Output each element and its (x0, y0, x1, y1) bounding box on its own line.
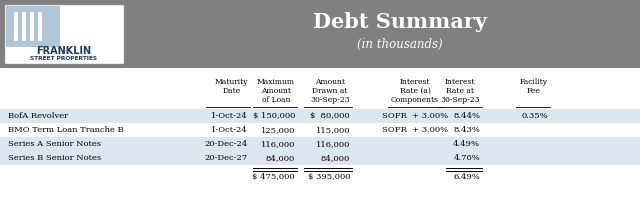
Bar (0, 0, 640, 68)
Text: 8.43%: 8.43% (453, 126, 480, 134)
Text: SOFR  + 3.00%: SOFR + 3.00% (382, 126, 448, 134)
Text: STREET PROPERTIES: STREET PROPERTIES (31, 56, 97, 61)
Text: 125,000: 125,000 (260, 126, 295, 134)
Bar (0, 137, 640, 151)
Text: 1-Oct-24: 1-Oct-24 (211, 112, 248, 120)
Bar (0, 151, 640, 165)
Text: $ 150,000: $ 150,000 (253, 112, 295, 120)
Bar (4, 4, 124, 64)
Text: 84,000: 84,000 (321, 154, 350, 162)
Text: 0.35%: 0.35% (522, 112, 548, 120)
Bar (30, 12, 34, 41)
Text: BMO Term Loan Tranche B: BMO Term Loan Tranche B (8, 126, 124, 134)
Text: Series A Senior Notes: Series A Senior Notes (8, 140, 101, 148)
Text: 115,000: 115,000 (316, 126, 350, 134)
Text: 116,000: 116,000 (316, 140, 350, 148)
Text: 20-Dec-27: 20-Dec-27 (205, 154, 248, 162)
Bar (22, 12, 26, 41)
Text: FRANKLIN: FRANKLIN (36, 46, 92, 56)
Text: FSP: FSP (60, 12, 121, 38)
Text: $ 475,000: $ 475,000 (252, 173, 295, 181)
Bar (0, 109, 640, 123)
Bar (14, 12, 18, 41)
Text: 116,000: 116,000 (260, 140, 295, 148)
Text: SOFR  + 3.00%: SOFR + 3.00% (382, 112, 448, 120)
Text: 20-Dec-24: 20-Dec-24 (205, 140, 248, 148)
Bar (38, 12, 42, 41)
Text: (in thousands): (in thousands) (357, 37, 443, 51)
Text: $ 395,000: $ 395,000 (307, 173, 350, 181)
Text: BofA Revolver: BofA Revolver (8, 112, 68, 120)
Text: 4.76%: 4.76% (453, 154, 480, 162)
Text: $  80,000: $ 80,000 (310, 112, 350, 120)
Text: Amount
Drawn at
30-Sep-23: Amount Drawn at 30-Sep-23 (310, 78, 350, 104)
Text: 6.49%: 6.49% (453, 173, 480, 181)
Text: 8.44%: 8.44% (453, 112, 480, 120)
Text: Maximum
Amount
of Loan: Maximum Amount of Loan (257, 78, 295, 104)
Text: Debt Summary: Debt Summary (313, 12, 487, 32)
Bar (0, 151, 640, 165)
Text: Facility
Fee: Facility Fee (520, 78, 548, 95)
Text: Maturity
Date: Maturity Date (214, 78, 248, 95)
Bar (0, 123, 640, 137)
Text: Interest
Rate at
30-Sep-23: Interest Rate at 30-Sep-23 (440, 78, 480, 104)
Bar (6, 6, 60, 47)
Text: 1-Oct-24: 1-Oct-24 (211, 126, 248, 134)
Text: 4.49%: 4.49% (453, 140, 480, 148)
Text: Series B Senior Notes: Series B Senior Notes (8, 154, 101, 162)
Text: 84,000: 84,000 (266, 154, 295, 162)
Text: Interest
Rate (a)
Components: Interest Rate (a) Components (391, 78, 439, 104)
